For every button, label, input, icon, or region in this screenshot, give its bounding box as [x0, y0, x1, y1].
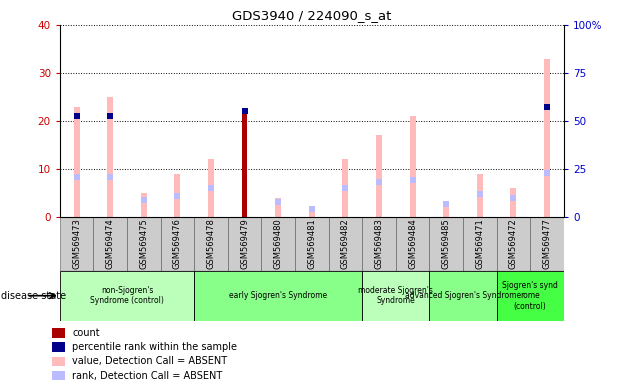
Text: GSM569479: GSM569479: [240, 218, 249, 269]
Text: GSM569473: GSM569473: [72, 218, 81, 270]
Bar: [362, 271, 430, 321]
Bar: [496, 271, 564, 321]
Text: non-Sjogren's
Syndrome (control): non-Sjogren's Syndrome (control): [90, 286, 164, 305]
Text: GSM569478: GSM569478: [207, 218, 215, 270]
Text: GSM569475: GSM569475: [139, 218, 148, 269]
Bar: [52, 371, 66, 381]
Bar: [175, 174, 180, 217]
Bar: [295, 217, 329, 271]
Bar: [127, 217, 161, 271]
Text: rank, Detection Call = ABSENT: rank, Detection Call = ABSENT: [72, 371, 222, 381]
Text: GSM569482: GSM569482: [341, 218, 350, 269]
Title: GDS3940 / 224090_s_at: GDS3940 / 224090_s_at: [232, 9, 391, 22]
Bar: [430, 217, 463, 271]
Bar: [52, 357, 66, 366]
Bar: [329, 217, 362, 271]
Bar: [496, 217, 530, 271]
Bar: [444, 203, 449, 217]
Text: value, Detection Call = ABSENT: value, Detection Call = ABSENT: [72, 356, 227, 366]
Bar: [194, 217, 228, 271]
Text: disease state: disease state: [1, 291, 66, 301]
Bar: [376, 136, 382, 217]
Bar: [52, 343, 66, 352]
Bar: [107, 97, 113, 217]
Bar: [141, 193, 147, 217]
Bar: [93, 217, 127, 271]
Bar: [343, 159, 348, 217]
Bar: [510, 188, 517, 217]
Text: advanced Sjogren's Syndrome: advanced Sjogren's Syndrome: [405, 291, 521, 300]
Text: moderate Sjogren's
Syndrome: moderate Sjogren's Syndrome: [358, 286, 433, 305]
Bar: [430, 271, 496, 321]
Text: GSM569474: GSM569474: [106, 218, 115, 269]
Bar: [74, 107, 79, 217]
Bar: [544, 59, 550, 217]
Bar: [477, 174, 483, 217]
Bar: [242, 111, 247, 217]
Bar: [208, 159, 214, 217]
Bar: [396, 217, 430, 271]
Bar: [261, 217, 295, 271]
Text: Sjogren's synd
rome
(control): Sjogren's synd rome (control): [502, 281, 558, 311]
Bar: [52, 328, 66, 338]
Bar: [530, 217, 564, 271]
Text: GSM569480: GSM569480: [274, 218, 283, 269]
Text: early Sjogren's Syndrome: early Sjogren's Syndrome: [229, 291, 328, 300]
Bar: [362, 217, 396, 271]
Bar: [275, 198, 281, 217]
Text: percentile rank within the sample: percentile rank within the sample: [72, 342, 237, 352]
Text: GSM569484: GSM569484: [408, 218, 417, 269]
Text: GSM569477: GSM569477: [542, 218, 551, 270]
Text: GSM569483: GSM569483: [375, 218, 384, 270]
Text: count: count: [72, 328, 100, 338]
Text: GSM569481: GSM569481: [307, 218, 316, 269]
Bar: [309, 212, 315, 217]
Bar: [228, 217, 261, 271]
Bar: [410, 116, 416, 217]
Text: GSM569472: GSM569472: [509, 218, 518, 269]
Bar: [194, 271, 362, 321]
Bar: [463, 217, 496, 271]
Text: GSM569485: GSM569485: [442, 218, 450, 269]
Bar: [161, 217, 194, 271]
Text: GSM569471: GSM569471: [476, 218, 484, 269]
Bar: [60, 217, 93, 271]
Text: GSM569476: GSM569476: [173, 218, 182, 270]
Bar: [60, 271, 194, 321]
